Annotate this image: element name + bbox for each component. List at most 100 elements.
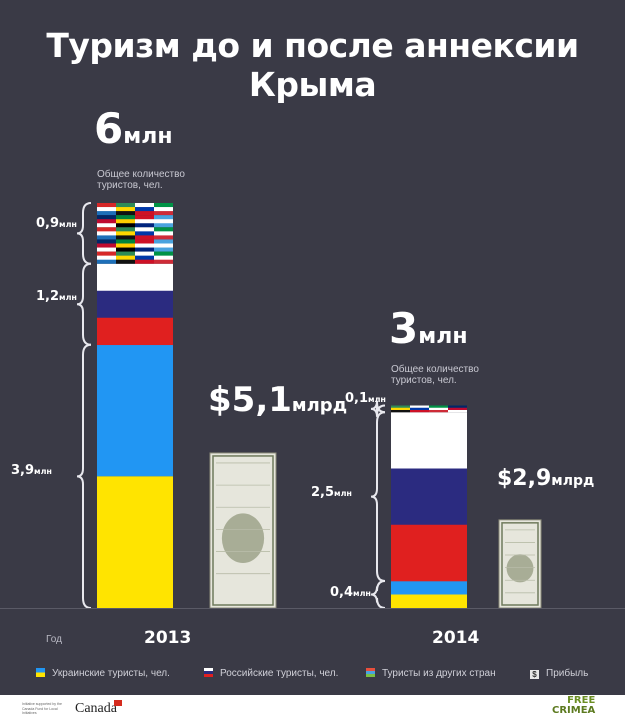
flag-0-18-band-b [135, 255, 154, 260]
dollar-icon: $ [530, 670, 539, 679]
flag-0-13-band-b [116, 243, 135, 248]
chart-title: Туризм до и после аннексии Крыма [46, 26, 579, 104]
flag-0-7-band-b [154, 219, 173, 224]
legend-item-ru: Российские туристы, чел. [204, 668, 338, 679]
flag-0-0-band-b [97, 207, 116, 212]
label-ua-2014: 0,4млн [330, 585, 371, 600]
flag-0-1-band-c [116, 211, 135, 216]
free-crimea-logo: FREE CRIMEA [552, 695, 596, 716]
year-2013: 2013 [144, 628, 192, 648]
flag-1-1-band-b [410, 407, 429, 411]
bar-ua-2014-blue [391, 581, 467, 595]
flag-0-13-band-c [116, 247, 135, 252]
flag-0-16-band-b [97, 255, 116, 260]
flag-0-2-band-b [135, 207, 154, 212]
flag-0-10-band-a [135, 227, 154, 232]
bar-ua-2013-yellow [97, 476, 173, 608]
total-2013-unit: млн [123, 124, 173, 149]
flag-0-3-band-c [154, 211, 173, 216]
flag-0-16-band-c [97, 259, 116, 264]
bar-ru-2013-stripe-0 [97, 263, 173, 292]
brace-other-2014 [370, 400, 386, 417]
flag-0-8-band-b [97, 231, 116, 236]
flag-0-17-band-a [116, 251, 135, 256]
legend-item-profit: $ Прибыль [530, 668, 588, 679]
flag-0-11-band-b [154, 231, 173, 236]
flag-0-10-band-c [135, 235, 154, 240]
flag-0-17-band-b [116, 255, 135, 260]
flags-icon [366, 668, 375, 677]
bill-2013-border [212, 455, 274, 606]
flag-1-2-band-a [429, 405, 448, 409]
flag-0-16-band-a [97, 251, 116, 256]
bill-2013-portrait [221, 513, 265, 564]
flag-0-19-band-a [154, 251, 173, 256]
flag-1-0-band-b [391, 407, 410, 411]
flag-0-11-band-a [154, 227, 173, 232]
flag-1-2-band-b [429, 407, 448, 411]
flag-0-9-band-a [116, 227, 135, 232]
flag-0-15-band-c [154, 247, 173, 252]
flag-0-1-band-a [116, 203, 135, 208]
revenue-2013: $5,1млрд [208, 380, 348, 420]
total-2014-unit: млн [418, 324, 468, 349]
total-2014-value: 3 [389, 304, 419, 353]
year-axis-label: Год [46, 634, 62, 645]
flag-0-5-band-c [116, 223, 135, 228]
flag-0-12-band-c [97, 247, 116, 252]
canada-wordmark: Canada [75, 701, 117, 716]
flag-0-17-band-c [116, 259, 135, 264]
flag-0-0-band-c [97, 211, 116, 216]
flag-0-3-band-a [154, 203, 173, 208]
flag-0-7-band-a [154, 215, 173, 220]
flag-0-2-band-c [135, 211, 154, 216]
flag-0-2-band-a [135, 203, 154, 208]
flag-0-13-band-a [116, 239, 135, 244]
flag-0-18-band-a [135, 251, 154, 256]
label-ua-2013: 3,9млн [11, 463, 52, 478]
flag-0-11-band-c [154, 235, 173, 240]
flag-0-0-band-a [97, 203, 116, 208]
flag-0-19-band-b [154, 255, 173, 260]
flag-0-15-band-b [154, 243, 173, 248]
flag-0-12-band-a [97, 239, 116, 244]
brace-ru-2014 [370, 411, 386, 582]
flag-0-18-band-c [135, 259, 154, 264]
total-2013-value: 6 [94, 104, 124, 153]
flag-0-6-band-b [135, 219, 154, 224]
flag-0-4-band-b [97, 219, 116, 224]
legend: Украинские туристы, чел. Российские тури… [0, 668, 625, 682]
flag-0-8-band-a [97, 227, 116, 232]
flag-0-6-band-c [135, 223, 154, 228]
flag-0-14-band-b [135, 243, 154, 248]
flag-0-15-band-a [154, 239, 173, 244]
bar-ru-2014-stripe-0 [391, 412, 467, 469]
legend-item-ua: Украинские туристы, чел. [36, 668, 170, 679]
flag-0-14-band-c [135, 247, 154, 252]
flag-0-8-band-c [97, 235, 116, 240]
flag-1-3-band-c [448, 410, 467, 413]
russia-flag-icon [204, 668, 213, 677]
flag-0-1-band-b [116, 207, 135, 212]
flag-0-10-band-b [135, 231, 154, 236]
label-other-2014: 0,1млн [345, 391, 386, 406]
legend-item-other: Туристы из других стран [366, 668, 496, 679]
total-2014-subtitle: Общее количество туристов, чел. [391, 364, 479, 386]
year-2014: 2014 [432, 628, 480, 648]
brace-ua-2014 [370, 580, 386, 609]
flag-0-14-band-a [135, 239, 154, 244]
flag-0-3-band-b [154, 207, 173, 212]
bar-ua-2014-yellow [391, 594, 467, 608]
flag-0-6-band-a [135, 215, 154, 220]
flag-0-5-band-a [116, 215, 135, 220]
label-other-2013: 0,9млн [36, 216, 77, 231]
flag-1-0-band-c [391, 410, 410, 413]
bill-2014-portrait [506, 554, 534, 583]
bar-ru-2013-stripe-2 [97, 317, 173, 346]
label-ru-2014: 2,5млн [311, 485, 352, 500]
canada-flag-icon [114, 700, 122, 706]
total-2013: 6млн [94, 104, 173, 153]
flag-1-1-band-c [410, 410, 429, 413]
bar-ru-2014-stripe-1 [391, 468, 467, 526]
